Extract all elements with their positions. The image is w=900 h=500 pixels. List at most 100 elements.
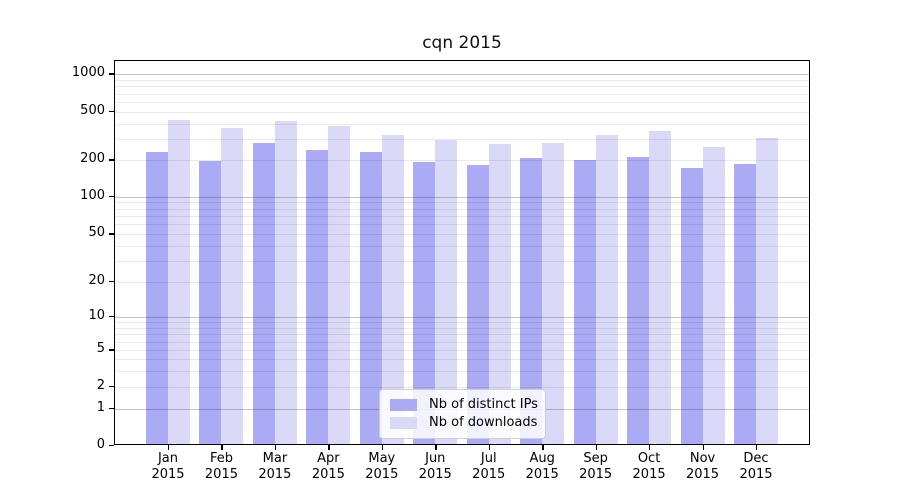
x-tick-mark bbox=[274, 445, 277, 450]
gridline-minor bbox=[115, 370, 809, 372]
gridline-minor bbox=[115, 123, 809, 125]
legend-item-ips: Nb of distinct IPs bbox=[390, 396, 538, 414]
bar-ips-feb-2015 bbox=[199, 160, 222, 444]
bar-downloads-apr-2015 bbox=[328, 125, 351, 444]
gridline-minor bbox=[115, 334, 809, 336]
bar-ips-nov-2015 bbox=[680, 167, 703, 444]
x-tick-label: Feb 2015 bbox=[204, 451, 238, 482]
x-tick-label: Nov 2015 bbox=[685, 451, 720, 482]
bar-ips-jan-2015 bbox=[146, 151, 168, 444]
y-tick-mark bbox=[109, 195, 114, 198]
gridline-minor bbox=[115, 93, 809, 95]
y-tick-label: 2 bbox=[96, 378, 105, 393]
gridline-minor bbox=[115, 138, 809, 140]
gridline-minor bbox=[115, 341, 809, 343]
legend-item-downloads: Nb of downloads bbox=[390, 414, 537, 432]
y-tick-label: 10 bbox=[88, 308, 105, 323]
gridline-major bbox=[115, 196, 809, 198]
bar-downloads-may-2015 bbox=[381, 135, 404, 444]
gridline-minor bbox=[115, 160, 809, 162]
bar-ips-dec-2015 bbox=[734, 163, 756, 444]
y-tick-mark bbox=[109, 386, 114, 388]
bar-ips-apr-2015 bbox=[306, 149, 329, 444]
gridline-minor bbox=[115, 387, 809, 388]
gridline-minor bbox=[115, 234, 809, 236]
gridline-minor bbox=[115, 282, 809, 283]
gridline-minor bbox=[115, 79, 809, 81]
legend-swatch-ips bbox=[390, 399, 417, 411]
y-tick-label: 20 bbox=[88, 273, 105, 288]
bar-downloads-oct-2015 bbox=[649, 131, 672, 444]
bar-ips-jul-2015 bbox=[466, 165, 489, 444]
y-tick-mark bbox=[109, 349, 114, 351]
bar-downloads-jan-2015 bbox=[168, 119, 190, 444]
y-tick-label: 5 bbox=[96, 341, 105, 357]
gridline-minor bbox=[115, 86, 809, 88]
grid-layer bbox=[115, 61, 809, 444]
gridline-major bbox=[115, 74, 809, 76]
x-tick-label: Mar 2015 bbox=[258, 451, 292, 482]
y-tick-label: 200 bbox=[80, 151, 105, 167]
x-tick-mark bbox=[488, 445, 491, 450]
gridline-minor bbox=[115, 260, 809, 262]
y-tick-label: 1 bbox=[96, 399, 105, 415]
y-tick-label: 1000 bbox=[71, 65, 105, 81]
gridline-major bbox=[115, 317, 809, 318]
x-tick-mark bbox=[542, 445, 544, 450]
legend-label-ips: Nb of distinct IPs bbox=[429, 397, 538, 412]
x-tick-label: Oct 2015 bbox=[632, 451, 666, 482]
bar-ips-may-2015 bbox=[359, 152, 382, 444]
y-tick-label: 50 bbox=[88, 225, 105, 241]
gridline-minor bbox=[115, 327, 809, 329]
y-tick-mark bbox=[109, 445, 114, 447]
x-tick-mark bbox=[168, 445, 170, 450]
y-tick-mark bbox=[109, 159, 114, 161]
gridline-minor bbox=[115, 359, 809, 361]
bar-downloads-nov-2015 bbox=[702, 147, 725, 444]
gridline-minor bbox=[115, 101, 809, 103]
y-tick-label: 100 bbox=[80, 187, 105, 203]
bar-downloads-jul-2015 bbox=[488, 143, 511, 444]
x-tick-mark bbox=[221, 445, 223, 450]
bar-downloads-dec-2015 bbox=[756, 137, 778, 444]
x-tick-label: Jan 2015 bbox=[151, 451, 185, 482]
y-tick-label: 500 bbox=[80, 102, 105, 118]
gridline-minor bbox=[115, 245, 809, 247]
gridline-minor bbox=[115, 350, 809, 352]
bar-downloads-sep-2015 bbox=[595, 134, 618, 444]
gridline-minor bbox=[115, 224, 809, 226]
bar-ips-mar-2015 bbox=[252, 143, 275, 444]
bar-ips-aug-2015 bbox=[520, 157, 543, 444]
y-tick-label: 0 bbox=[96, 437, 105, 452]
x-tick-label: Aug 2015 bbox=[525, 451, 559, 482]
gridline-minor bbox=[115, 202, 809, 204]
x-tick-mark bbox=[328, 445, 330, 450]
y-tick-mark bbox=[109, 110, 114, 113]
bar-downloads-jun-2015 bbox=[435, 139, 458, 444]
gridline-minor bbox=[115, 208, 809, 210]
x-tick-mark bbox=[595, 445, 598, 450]
bar-downloads-mar-2015 bbox=[274, 120, 297, 444]
bar-ips-jun-2015 bbox=[413, 161, 436, 444]
x-tick-mark bbox=[649, 445, 651, 450]
plot-area: Nb of distinct IPs Nb of downloads bbox=[114, 60, 810, 445]
chart-title: cqn 2015 bbox=[422, 33, 502, 53]
x-tick-label: Apr 2015 bbox=[311, 451, 345, 482]
gridline-minor bbox=[115, 111, 809, 113]
gridline-minor bbox=[115, 322, 809, 324]
gridline-minor bbox=[115, 216, 809, 218]
x-tick-label: Sep 2015 bbox=[579, 451, 613, 482]
x-tick-mark bbox=[756, 445, 758, 450]
x-tick-label: Dec 2015 bbox=[739, 451, 773, 482]
y-tick-mark bbox=[109, 407, 114, 410]
x-tick-mark bbox=[702, 445, 704, 450]
bar-ips-oct-2015 bbox=[627, 157, 650, 444]
bar-downloads-feb-2015 bbox=[221, 128, 244, 444]
y-tick-mark bbox=[109, 233, 114, 235]
bar-ips-sep-2015 bbox=[573, 160, 596, 444]
x-tick-mark bbox=[381, 445, 384, 450]
legend-swatch-downloads bbox=[390, 417, 417, 429]
y-tick-mark bbox=[109, 73, 114, 75]
legend: Nb of distinct IPs Nb of downloads bbox=[379, 389, 546, 439]
